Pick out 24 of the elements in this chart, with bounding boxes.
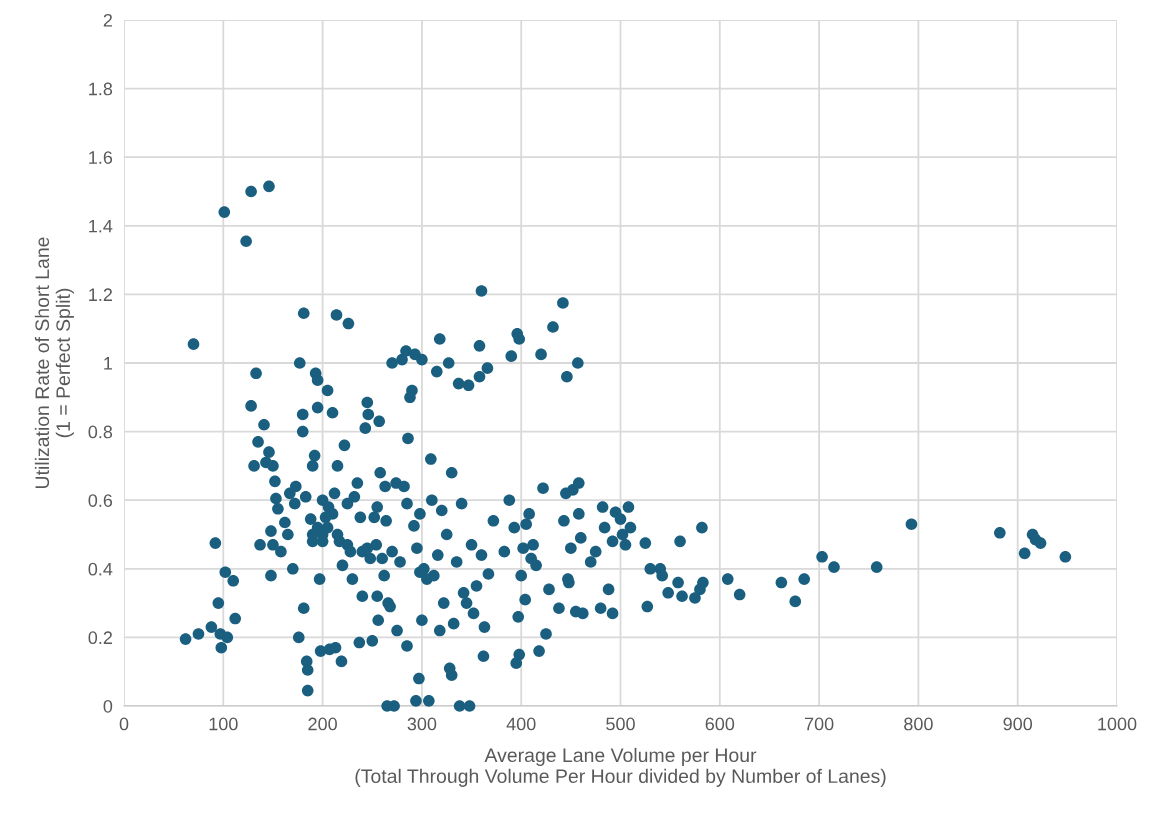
x-tick-label: 1000: [1098, 717, 1137, 731]
x-tick-label: 800: [904, 717, 933, 731]
x-axis-title: Average Lane Volume per Hour (Total Through Volume Per Hour divided by Number of Lanes): [355, 747, 886, 787]
y-tick-label: 1.6: [89, 151, 113, 164]
y-axis-title: Utilization Rate of Short Lane (1 = Perfect Split): [34, 237, 74, 488]
y-tick-label: 1.8: [89, 82, 113, 96]
x-tick-label: 200: [308, 717, 337, 731]
x-tick-label: 400: [506, 717, 536, 731]
y-tick-label: 1.4: [89, 219, 113, 233]
y-tick-label: 0: [103, 699, 113, 713]
x-tick-label: 900: [1003, 717, 1033, 731]
x-tick-label: 600: [705, 717, 735, 731]
x-tick-label: 700: [804, 717, 834, 731]
y-tick-label: 0.6: [88, 494, 113, 507]
y-tick-label: 0.4: [88, 562, 113, 576]
y-tick-label: 0.8: [88, 425, 113, 439]
x-tick-label: 100: [209, 717, 238, 731]
y-tick-label: 2: [103, 13, 112, 27]
x-tick-label: 300: [407, 717, 437, 731]
x-tick-label: 500: [606, 717, 635, 731]
x-tick-label: 0: [119, 717, 129, 731]
y-tick-label: 1.2: [89, 288, 112, 301]
y-tick-label: 0.2: [88, 631, 112, 645]
y-tick-label: 1: [104, 357, 113, 370]
